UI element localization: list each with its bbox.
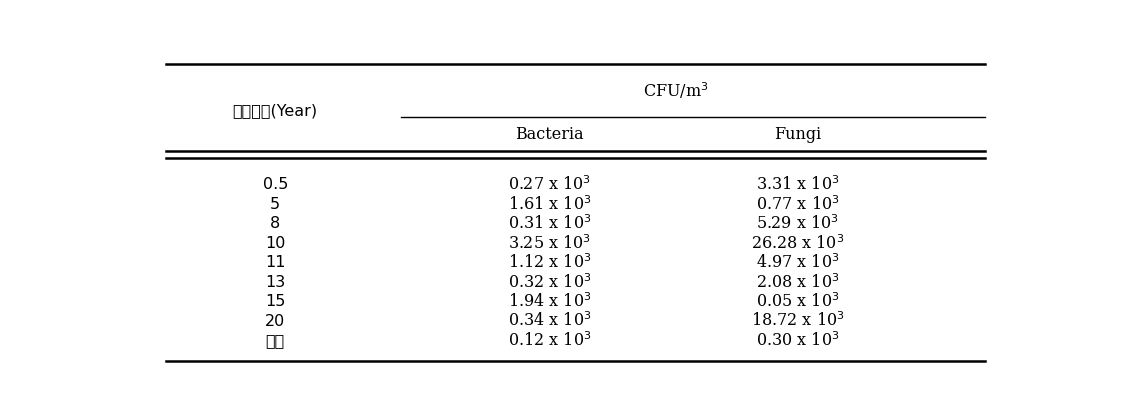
Text: 0.5: 0.5 bbox=[263, 178, 287, 193]
Text: 외부: 외부 bbox=[266, 333, 285, 348]
Text: Fungi: Fungi bbox=[774, 126, 821, 143]
Text: 8: 8 bbox=[271, 216, 281, 231]
Text: 1.12 x 10$^3$: 1.12 x 10$^3$ bbox=[508, 254, 591, 272]
Text: 5: 5 bbox=[271, 197, 281, 212]
Text: 0.31 x 10$^3$: 0.31 x 10$^3$ bbox=[508, 214, 591, 233]
Text: 5.29 x 10$^3$: 5.29 x 10$^3$ bbox=[756, 214, 839, 233]
Text: 3.31 x 10$^3$: 3.31 x 10$^3$ bbox=[756, 176, 839, 194]
Text: 2.08 x 10$^3$: 2.08 x 10$^3$ bbox=[756, 273, 839, 291]
Text: 0.30 x 10$^3$: 0.30 x 10$^3$ bbox=[756, 331, 839, 350]
Text: 0.12 x 10$^3$: 0.12 x 10$^3$ bbox=[508, 331, 591, 350]
Text: 13: 13 bbox=[265, 275, 285, 290]
Text: 재배기간(Year): 재배기간(Year) bbox=[232, 103, 318, 118]
Text: Bacteria: Bacteria bbox=[515, 126, 584, 143]
Text: 0.05 x 10$^3$: 0.05 x 10$^3$ bbox=[756, 292, 839, 311]
Text: 15: 15 bbox=[265, 294, 285, 309]
Text: 0.34 x 10$^3$: 0.34 x 10$^3$ bbox=[508, 312, 591, 330]
Text: 0.27 x 10$^3$: 0.27 x 10$^3$ bbox=[508, 176, 591, 194]
Text: CFU/m$^3$: CFU/m$^3$ bbox=[642, 80, 709, 101]
Text: 20: 20 bbox=[265, 314, 285, 329]
Text: 11: 11 bbox=[265, 255, 285, 270]
Text: 4.97 x 10$^3$: 4.97 x 10$^3$ bbox=[756, 254, 839, 272]
Text: 0.77 x 10$^3$: 0.77 x 10$^3$ bbox=[756, 195, 839, 214]
Text: 18.72 x 10$^3$: 18.72 x 10$^3$ bbox=[750, 312, 844, 330]
Text: 0.32 x 10$^3$: 0.32 x 10$^3$ bbox=[508, 273, 591, 291]
Text: 10: 10 bbox=[265, 236, 285, 251]
Text: 1.61 x 10$^3$: 1.61 x 10$^3$ bbox=[508, 195, 591, 214]
Text: 3.25 x 10$^3$: 3.25 x 10$^3$ bbox=[508, 234, 591, 253]
Text: 1.94 x 10$^3$: 1.94 x 10$^3$ bbox=[508, 292, 591, 311]
Text: 26.28 x 10$^3$: 26.28 x 10$^3$ bbox=[751, 234, 844, 253]
